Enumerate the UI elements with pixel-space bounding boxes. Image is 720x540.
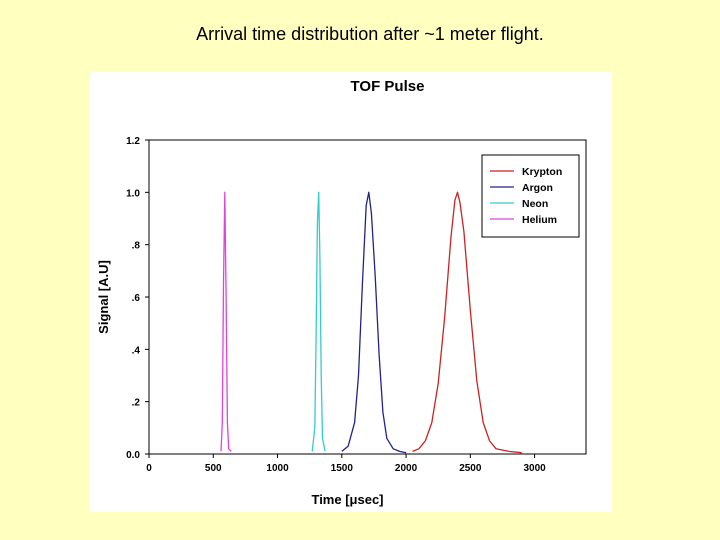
legend-label-neon: Neon xyxy=(522,198,548,210)
y-axis-title: Signal [A.U] xyxy=(96,260,111,334)
legend-label-krypton: Krypton xyxy=(522,166,562,178)
y-tick-label-0.2: .2 xyxy=(132,398,141,409)
series-line-krypton xyxy=(412,191,522,454)
y-tick-label-0.4: .4 xyxy=(132,345,141,356)
chart-title: TOF Pulse xyxy=(351,78,425,95)
chart-panel: TOF Pulse 0 500 1000 1500 2000 2500 3000 0.0 .2 .4… xyxy=(90,72,612,512)
x-axis-title: Time [μsec] xyxy=(311,492,383,507)
x-tick-label-1000: 1000 xyxy=(266,463,289,474)
slide-title: Arrival time distribution after ~1 meter… xyxy=(196,24,544,44)
series-line-neon xyxy=(311,191,326,452)
y-tick-label-0.6: .6 xyxy=(132,293,141,304)
legend-label-argon: Argon xyxy=(522,182,553,194)
x-tick-label-2000: 2000 xyxy=(395,463,418,474)
x-tick-label-3000: 3000 xyxy=(523,463,546,474)
legend-label-helium: Helium xyxy=(522,214,557,226)
y-tick-label-1: 1.0 xyxy=(126,188,140,199)
legend-box xyxy=(481,154,580,238)
series-line-helium xyxy=(220,191,232,452)
y-tick-label-0.8: .8 xyxy=(132,241,141,252)
x-tick-label-0: 0 xyxy=(146,463,152,474)
tof-pulse-chart: TOF Pulse 0 500 1000 1500 2000 2500 3000 0.0 .2 .4… xyxy=(96,78,587,507)
x-tick-label-1500: 1500 xyxy=(331,463,354,474)
x-tick-label-500: 500 xyxy=(205,463,222,474)
y-tick-label-0: 0.0 xyxy=(126,450,140,461)
y-tick-label-1.2: 1.2 xyxy=(126,136,140,147)
x-tick-label-2500: 2500 xyxy=(459,463,482,474)
series-line-argon xyxy=(341,191,407,454)
